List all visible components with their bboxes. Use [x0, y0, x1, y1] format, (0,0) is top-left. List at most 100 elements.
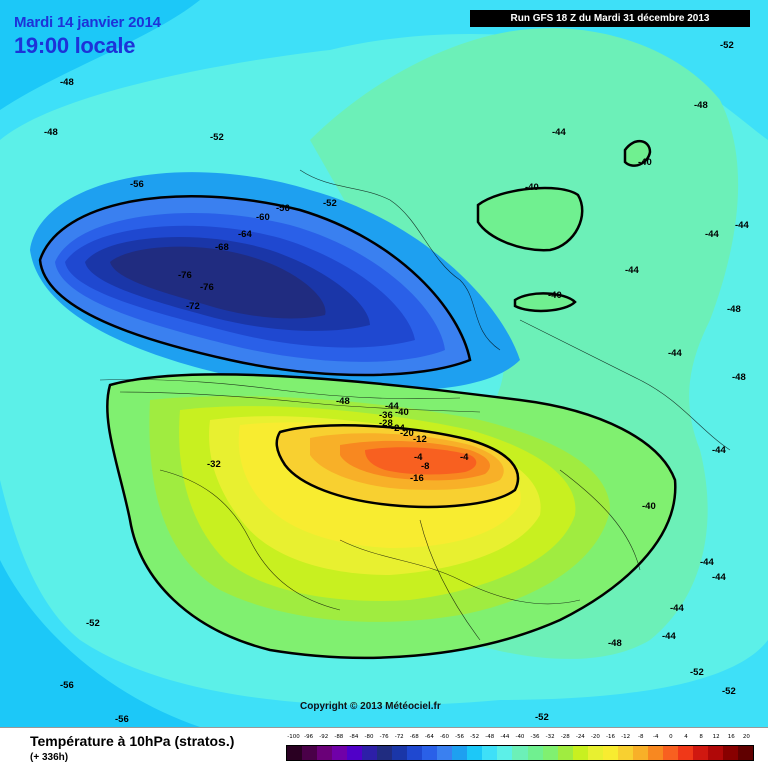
contour-value-label: -40	[395, 407, 409, 418]
scale-color-swatch	[407, 746, 423, 760]
contour-value-label: -28	[379, 418, 393, 429]
scale-tick-label: -12	[621, 734, 631, 740]
contour-value-label: -48	[694, 100, 708, 111]
copyright-notice: Copyright © 2013 Météociel.fr	[300, 701, 441, 712]
scale-tick-label: -60	[439, 734, 449, 740]
scale-color-swatch	[737, 746, 753, 760]
contour-value-label: -44	[670, 603, 684, 614]
scale-color-swatch	[722, 746, 738, 760]
forecast-hours: (+ 336h)	[30, 752, 69, 763]
scale-color-swatch	[587, 746, 603, 760]
contour-value-label: -56	[60, 680, 74, 691]
contour-fill-minus40-b	[513, 292, 577, 313]
scale-tick-label: -16	[606, 734, 615, 740]
scale-color-swatch	[332, 746, 348, 760]
scale-color-swatch	[512, 746, 528, 760]
scale-color-swatch	[662, 746, 678, 760]
coastlines	[99, 169, 731, 641]
scale-color-swatch	[317, 746, 333, 760]
scale-color-swatch	[572, 746, 588, 760]
scale-tick-label: -20	[590, 734, 600, 740]
scale-color-swatch	[467, 746, 483, 760]
scale-color-swatch	[497, 746, 513, 760]
contour-value-label: -52	[210, 132, 224, 143]
contour-value-label: -12	[413, 434, 427, 445]
scale-tick-label: 4	[684, 734, 688, 740]
warm-minus4	[365, 447, 477, 475]
contour-value-label: -76	[200, 282, 214, 293]
scale-color-swatch	[452, 746, 468, 760]
scale-tick-label: -64	[424, 734, 434, 740]
contour-value-label: -56	[115, 714, 129, 725]
scale-tick-label: -44	[500, 734, 510, 740]
contour-value-label: -52	[323, 198, 337, 209]
color-scale-bar	[286, 745, 754, 761]
contour-value-label: -48	[727, 304, 741, 315]
contour-value-label: -52	[720, 40, 734, 51]
vortex-minus72	[110, 246, 326, 319]
contour-value-label: -44	[552, 127, 566, 138]
scale-tick-label: -32	[545, 734, 555, 740]
contour-value-label: -52	[535, 712, 549, 723]
contour-value-label: -68	[215, 242, 229, 253]
contour-value-label: -52	[86, 618, 100, 629]
contour-value-label: -52	[722, 686, 736, 697]
contour-fill-minus56-southwest	[0, 560, 200, 727]
scale-tick-label: -68	[409, 734, 419, 740]
scale-color-swatch	[287, 746, 303, 760]
contour-value-label: -40	[548, 290, 562, 301]
contour-value-label: -76	[178, 270, 192, 281]
scale-color-swatch	[362, 746, 378, 760]
contour-value-label: -64	[238, 229, 252, 240]
scale-tick-label: -84	[349, 734, 359, 740]
contour-value-label: -72	[186, 301, 200, 312]
contour-value-label: -60	[256, 212, 270, 223]
scale-tick-label: 20	[742, 734, 750, 740]
scale-color-swatch	[692, 746, 708, 760]
valid-date: Mardi 14 janvier 2014	[14, 14, 161, 31]
scale-color-swatch	[677, 746, 693, 760]
scale-tick-label: -72	[394, 734, 404, 740]
contour-value-label: -48	[732, 372, 746, 383]
contour-value-label: -44	[662, 631, 676, 642]
contour-value-label: -44	[700, 557, 714, 568]
scale-tick-label: -96	[304, 734, 314, 740]
contour-value-label: -8	[421, 461, 429, 472]
scale-color-swatch	[302, 746, 318, 760]
scale-tick-label: -92	[319, 734, 329, 740]
scale-tick-label: -4	[653, 734, 659, 740]
contour-value-label: -44	[712, 445, 726, 456]
contour-value-label: -44	[705, 229, 719, 240]
model-run-badge: Run GFS 18 Z du Mardi 31 décembre 2013	[470, 10, 750, 27]
legend-footer: Température à 10hPa (stratos.) (+ 336h) …	[0, 727, 768, 768]
contour-value-label: -40	[642, 501, 656, 512]
scale-tick-label: -100	[287, 734, 300, 740]
contour-value-label: -24	[391, 423, 405, 434]
contour-value-label: -16	[410, 473, 424, 484]
scale-tick-label: -8	[637, 734, 644, 740]
scale-color-swatch	[347, 746, 363, 760]
scale-tick-label: 0	[669, 734, 673, 740]
scale-tick-label: 16	[727, 734, 735, 740]
scale-tick-label: -24	[575, 734, 585, 740]
valid-time: 19:00 locale	[14, 33, 136, 58]
contour-value-label: -56	[276, 203, 290, 214]
scale-color-swatch	[707, 746, 723, 760]
contour-value-label: -20	[400, 428, 414, 439]
contour-fill-minus40-a	[476, 186, 584, 252]
color-scale-labels: -100 -96 -92 -88 -84 -80 -76 -72 -68 -64 -60 -56 -52…	[286, 734, 754, 744]
contour-value-label: -48	[608, 638, 622, 649]
contour-value-label: -4	[460, 452, 469, 463]
scale-color-swatch	[482, 746, 498, 760]
contour-value-label: -40	[525, 182, 539, 193]
scale-tick-label: 12	[712, 734, 720, 740]
scale-color-swatch	[377, 746, 393, 760]
scale-tick-label: -40	[515, 734, 525, 740]
scale-color-swatch	[542, 746, 558, 760]
contour-value-label: -32	[207, 459, 221, 470]
scale-color-swatch	[557, 746, 573, 760]
scale-color-swatch	[437, 746, 453, 760]
scale-color-swatch	[617, 746, 633, 760]
scale-tick-label: -80	[364, 734, 374, 740]
